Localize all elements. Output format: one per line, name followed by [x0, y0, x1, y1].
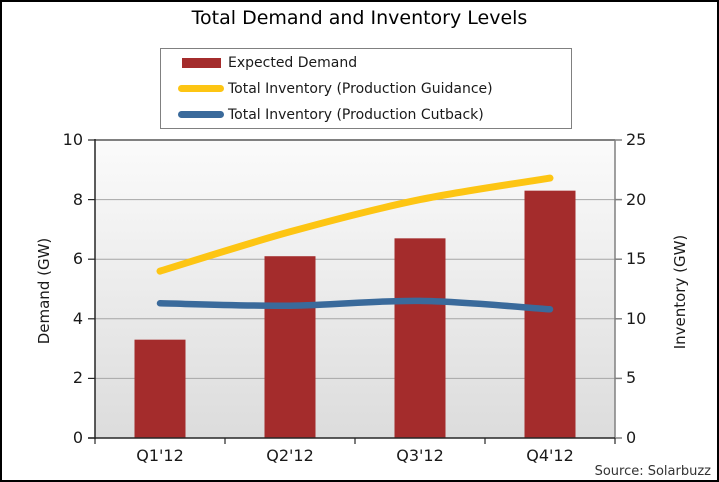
right-axis-title: Inventory (GW): [671, 234, 689, 350]
left-tick-label: 6: [72, 249, 83, 269]
bar-Q2'12: [264, 256, 316, 438]
legend-line-marker: [178, 111, 224, 118]
left-tick-label: 8: [72, 189, 83, 209]
right-tick-label: 0: [626, 428, 637, 447]
x-tick-label: Q4'12: [526, 446, 574, 465]
right-tick-label: 20: [626, 189, 647, 209]
x-tick-label: Q2'12: [266, 446, 314, 465]
right-tick-label: 10: [626, 308, 647, 328]
legend-item: Total Inventory (Production Cutback): [178, 102, 571, 128]
legend-label: Total Inventory (Production Cutback): [228, 106, 484, 123]
x-tick-label: Q3'12: [396, 446, 444, 465]
legend-item: Total Inventory (Production Guidance): [178, 76, 571, 102]
legend-line-marker: [178, 85, 224, 92]
legend-label: Expected Demand: [228, 54, 358, 71]
left-tick-label: 2: [72, 368, 83, 388]
right-tick-label: 15: [626, 249, 647, 269]
legend-label: Total Inventory (Production Guidance): [228, 80, 493, 97]
legend: Expected Demand Total Inventory (Producti…: [160, 48, 572, 129]
legend-bar-marker: [182, 57, 221, 68]
x-tick-label: Q1'12: [136, 446, 184, 465]
bar-Q1'12: [134, 339, 186, 438]
left-tick-label: 10: [62, 130, 83, 149]
line-series: [156, 174, 554, 275]
line-series: [156, 297, 554, 313]
bar-Q3'12: [394, 238, 446, 438]
chart-title: Total Demand and Inventory Levels: [191, 7, 528, 29]
legend-item: Expected Demand: [178, 50, 571, 76]
left-tick-label: 4: [72, 308, 83, 328]
right-tick-label: 25: [626, 130, 647, 149]
right-tick-label: 5: [626, 368, 637, 388]
left-tick-label: 0: [72, 428, 83, 447]
source-note: Source: Solarbuzz: [594, 464, 711, 479]
bar-Q4'12: [524, 190, 576, 438]
